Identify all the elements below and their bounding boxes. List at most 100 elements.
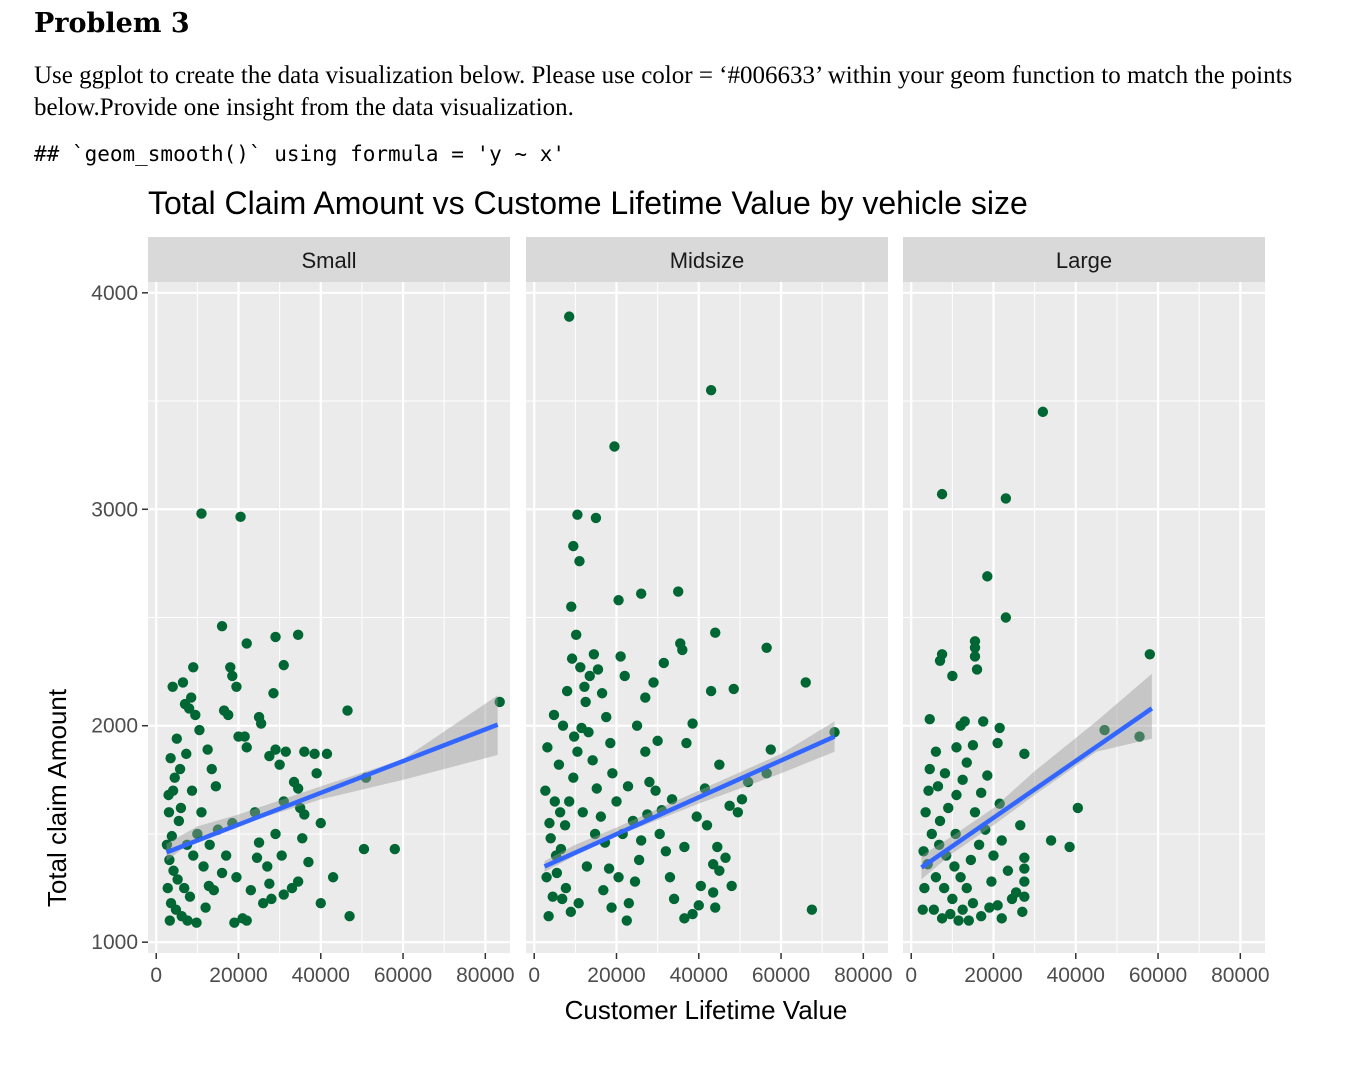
data-point <box>264 878 275 889</box>
data-point <box>613 594 624 606</box>
data-point <box>166 830 178 842</box>
data-point <box>563 311 575 322</box>
data-point <box>969 651 981 662</box>
data-point <box>321 748 333 760</box>
data-point <box>677 644 688 656</box>
data-point <box>191 917 202 928</box>
data-point <box>591 783 602 794</box>
data-point <box>693 900 704 911</box>
data-point <box>358 843 370 855</box>
facet-strip-small <box>148 237 510 282</box>
data-point <box>1019 852 1030 863</box>
data-point <box>710 902 721 913</box>
data-point <box>965 854 977 866</box>
x-tick-label: 60000 <box>752 964 810 987</box>
data-point <box>194 724 205 736</box>
facet-label-small: Small <box>301 248 356 273</box>
data-point <box>389 843 401 855</box>
data-point <box>961 882 972 894</box>
data-point <box>660 846 672 857</box>
data-point <box>955 872 966 883</box>
data-point <box>583 727 594 738</box>
x-tick-label: 60000 <box>374 964 432 987</box>
data-point <box>179 882 190 894</box>
data-point <box>975 787 987 799</box>
data-point <box>707 887 719 898</box>
data-point <box>163 807 175 818</box>
y-axis-title: Total claim Amount <box>42 688 72 907</box>
panel-large: Large 0 20000 40000 60000 80000 <box>903 237 1270 987</box>
data-point <box>919 882 930 894</box>
data-point <box>494 696 505 708</box>
x-tick-label: 20000 <box>587 964 645 987</box>
data-point <box>554 807 566 818</box>
data-point <box>1010 887 1022 898</box>
data-point <box>292 876 304 887</box>
data-point <box>996 913 1007 924</box>
data-point <box>679 841 690 853</box>
data-point <box>255 718 267 729</box>
problem-heading: Problem 3 <box>34 8 190 39</box>
data-point <box>342 705 353 716</box>
data-point <box>930 872 942 883</box>
data-point <box>270 744 281 755</box>
data-point <box>673 586 684 597</box>
data-point <box>687 908 698 920</box>
data-point <box>183 703 195 714</box>
data-point <box>978 716 989 727</box>
data-point <box>712 841 723 853</box>
data-point <box>664 872 676 883</box>
data-point <box>177 677 189 688</box>
x-tick-label: 80000 <box>834 964 892 987</box>
data-point <box>169 772 180 783</box>
data-point <box>951 742 962 753</box>
data-point <box>923 785 934 796</box>
data-point <box>633 854 645 866</box>
data-point <box>957 774 968 786</box>
data-point <box>543 911 554 922</box>
data-point <box>206 763 217 775</box>
data-point <box>945 908 956 920</box>
data-point <box>986 876 997 887</box>
data-point <box>561 685 573 697</box>
chart-title: Total Claim Amount vs Custome Lifetime V… <box>148 185 1028 221</box>
data-point <box>559 820 571 831</box>
data-point <box>920 807 931 818</box>
data-point <box>292 629 304 641</box>
data-point <box>936 913 948 924</box>
data-point <box>971 664 983 675</box>
data-point <box>270 828 281 840</box>
data-point <box>648 677 659 688</box>
data-point <box>1064 841 1075 853</box>
data-point <box>172 874 183 885</box>
data-point <box>598 885 609 896</box>
data-point <box>227 670 238 682</box>
panels-layer: Small 0 20000 40000 60000 80000 Midsize 0 20000 4… <box>148 237 1270 987</box>
data-point <box>930 746 942 757</box>
data-point <box>761 768 772 779</box>
data-point <box>668 893 680 905</box>
data-point <box>280 746 292 757</box>
data-point <box>705 685 717 697</box>
x-tick-label: 40000 <box>292 964 350 987</box>
data-point <box>595 811 607 822</box>
data-point <box>932 781 944 792</box>
data-point <box>994 722 1005 734</box>
data-point <box>257 898 269 909</box>
data-point <box>266 893 277 905</box>
data-point <box>1045 835 1057 846</box>
data-point <box>953 915 964 926</box>
data-point <box>934 839 945 850</box>
data-point <box>1134 731 1145 742</box>
data-point <box>161 839 173 850</box>
data-point <box>829 727 840 738</box>
data-point <box>984 902 995 913</box>
data-point <box>606 902 617 913</box>
data-point <box>548 709 560 721</box>
data-point <box>184 891 196 902</box>
data-point <box>190 709 201 721</box>
data-point <box>969 642 981 654</box>
data-point <box>566 601 577 612</box>
data-point <box>167 785 179 796</box>
data-point <box>303 856 314 868</box>
